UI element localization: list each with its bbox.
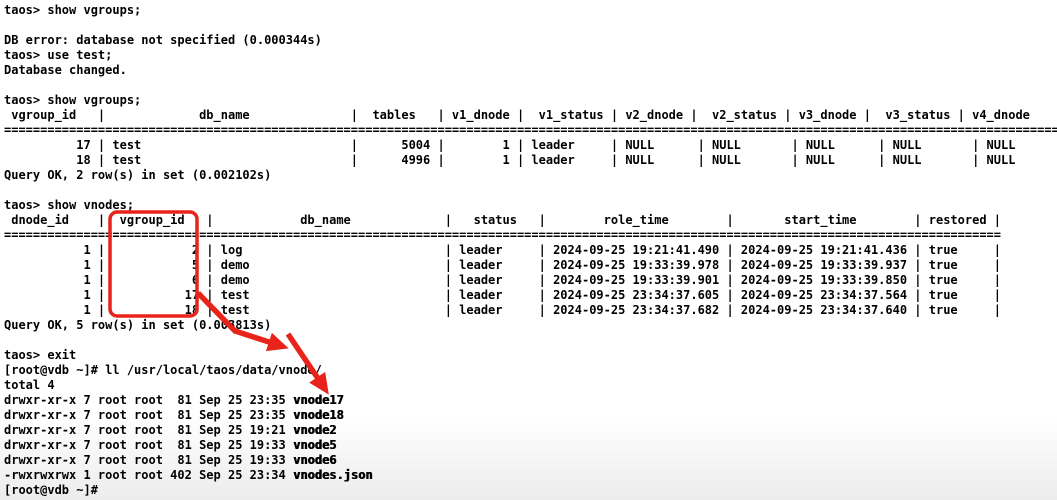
listing-line: drwxr-xr-x 7 root root 81 Sep 25 19:21 v… [4, 423, 1057, 438]
command-line: taos> show vnodes; [4, 198, 135, 212]
vnodes-table-row: 1 | 18 | test | leader | 2024-09-25 23:3… [4, 303, 1001, 317]
file-name: vnode17 [292, 393, 344, 407]
query-result-footer: Query OK, 2 row(s) in set (0.002102s) [4, 168, 272, 182]
file-name: vnode6 [292, 453, 337, 467]
blank-line [4, 333, 1057, 348]
blank-line [4, 183, 1057, 198]
vgroups-table-row: 17 | test | 5004 | 1 | leader | NULL | N… [4, 138, 1016, 152]
db-error-line: DB error: database not specified (0.0003… [4, 33, 322, 47]
file-name: vnode5 [292, 438, 337, 452]
listing-line: drwxr-xr-x 7 root root 81 Sep 25 23:35 v… [4, 393, 1057, 408]
listing-line: drwxr-xr-x 7 root root 81 Sep 25 19:33 v… [4, 453, 1057, 468]
vnodes-table-row: 1 | 5 | demo | leader | 2024-09-25 19:33… [4, 258, 1001, 272]
terminal-output[interactable]: taos> show vgroups; DB error: database n… [4, 3, 1057, 500]
shell-command-line: [root@vdb ~]# ll /usr/local/taos/data/vn… [4, 363, 322, 377]
blank-line [4, 78, 1057, 93]
listing-line: drwxr-xr-x 7 root root 81 Sep 25 19:33 v… [4, 438, 1057, 453]
command-line: taos> use test; [4, 48, 113, 62]
listing-line: -rwxrwxrwx 1 root root 402 Sep 25 23:34 … [4, 468, 1057, 483]
table-separator: ========================================… [4, 228, 1001, 242]
blank-line [4, 18, 1057, 33]
file-permissions: drwxr-xr-x 7 root root 81 Sep 25 19:21 [4, 423, 293, 437]
status-line: Database changed. [4, 63, 127, 77]
file-permissions: drwxr-xr-x 7 root root 81 Sep 25 19:33 [4, 438, 293, 452]
file-name: vnode18 [292, 408, 344, 422]
vgroups-table-header: vgroup_id | db_name | tables | v1_dnode … [4, 108, 1030, 122]
file-permissions: -rwxrwxrwx 1 root root 402 Sep 25 23:34 [4, 468, 293, 482]
command-line: taos> exit [4, 348, 77, 362]
table-separator: ========================================… [4, 123, 1057, 137]
vnodes-table-row: 1 | 17 | test | leader | 2024-09-25 23:3… [4, 288, 1001, 302]
listing-line: drwxr-xr-x 7 root root 81 Sep 25 23:35 v… [4, 408, 1057, 423]
file-permissions: drwxr-xr-x 7 root root 81 Sep 25 19:33 [4, 453, 293, 467]
listing-total-line: total 4 [4, 378, 55, 392]
command-line: taos> show vgroups; [4, 93, 142, 107]
shell-prompt-line: [root@vdb ~]# [4, 483, 98, 497]
file-name: vnodes.json [292, 468, 373, 482]
command-line: taos> show vgroups; [4, 3, 142, 17]
file-permissions: drwxr-xr-x 7 root root 81 Sep 25 23:35 [4, 408, 293, 422]
vnodes-table-row: 1 | 6 | demo | leader | 2024-09-25 19:33… [4, 273, 1001, 287]
file-name: vnode2 [292, 423, 337, 437]
vnodes-table-row: 1 | 2 | log | leader | 2024-09-25 19:21:… [4, 243, 1001, 257]
vnodes-table-header: dnode_id | vgroup_id | db_name | status … [4, 213, 1001, 227]
vgroups-table-row: 18 | test | 4996 | 1 | leader | NULL | N… [4, 153, 1016, 167]
query-result-footer: Query OK, 5 row(s) in set (0.003813s) [4, 318, 272, 332]
file-permissions: drwxr-xr-x 7 root root 81 Sep 25 23:35 [4, 393, 293, 407]
